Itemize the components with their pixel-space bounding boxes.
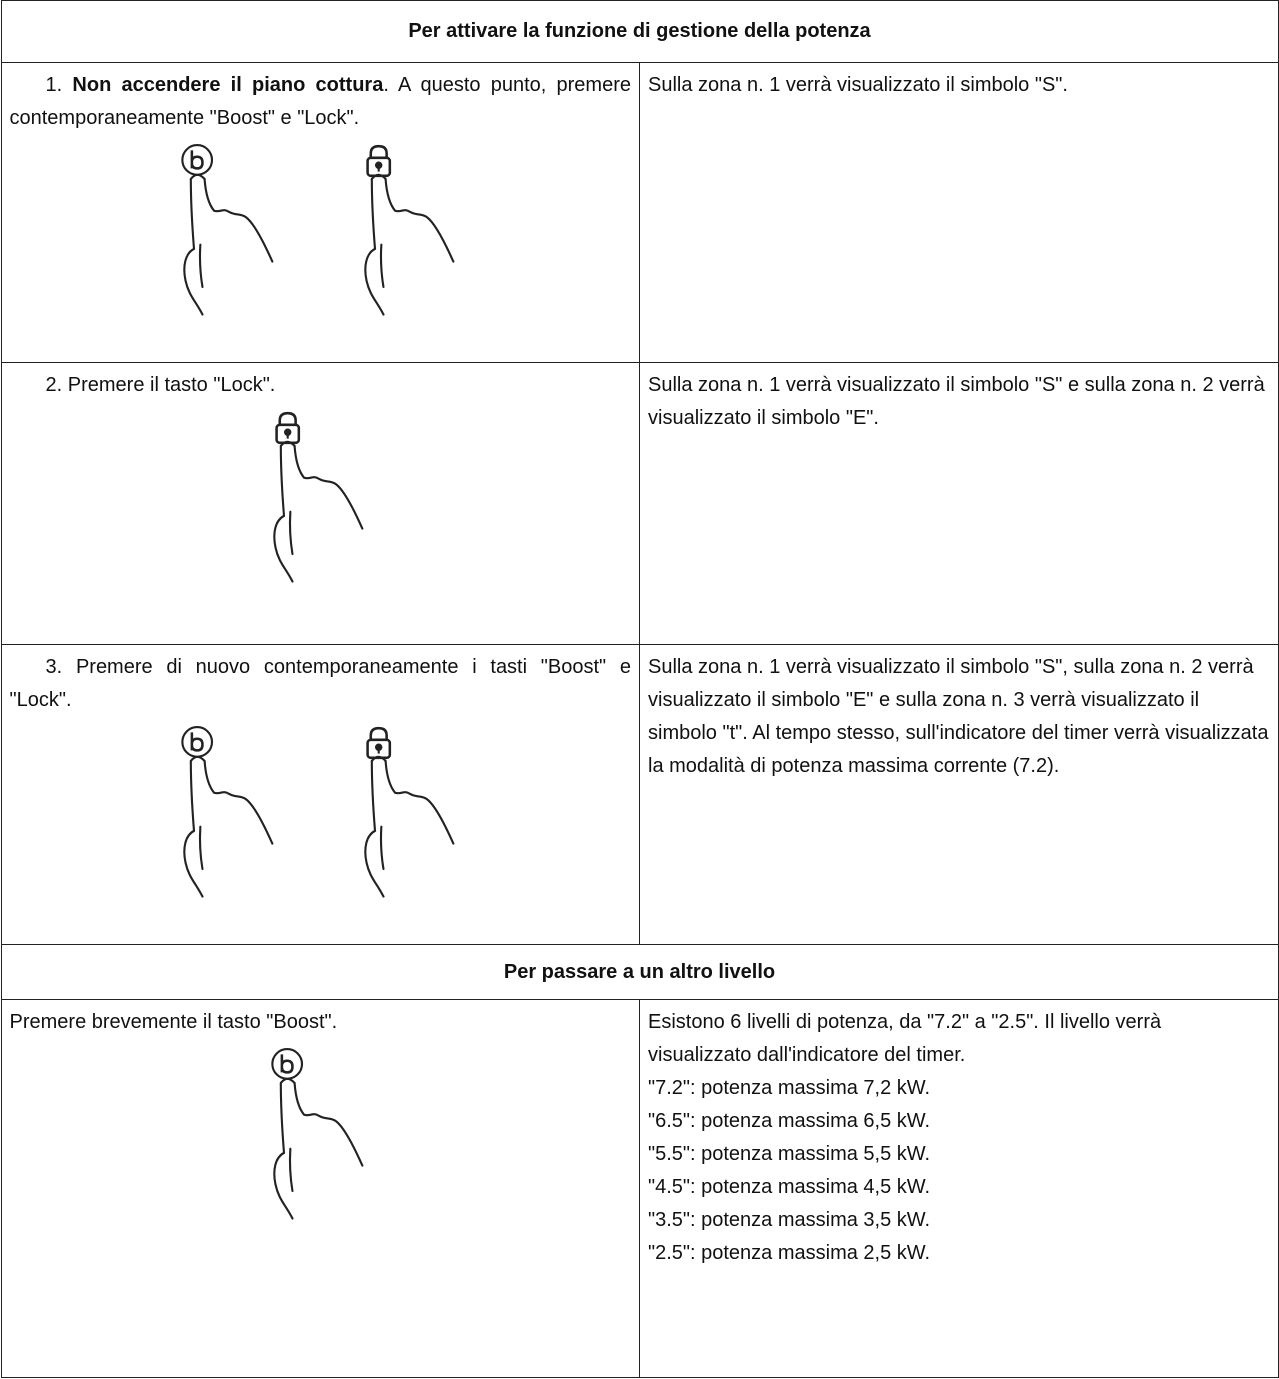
boost-hand-icon	[180, 725, 274, 898]
instruction-cell: Premere brevemente il tasto "Boost".	[0, 999, 640, 1378]
icons	[10, 143, 632, 323]
step-row: 1. Non accendere il piano cottura. A que…	[0, 62, 1279, 363]
result: Sulla zona n. 1 verrà visualizzato il si…	[648, 74, 1068, 96]
level-item: "5.5": potenza massima 5,5 kW.	[648, 1143, 931, 1165]
emphasis: Non accendere il piano cottura	[72, 74, 384, 96]
lock-hand-icon	[364, 144, 455, 316]
instruction-text: Premere di nuovo contemporaneamente i ta…	[9, 656, 632, 711]
level-item: "4.5": potenza massima 4,5 kW.	[648, 1176, 931, 1198]
boost-hand-icon	[271, 1047, 364, 1220]
step-number: 3.	[45, 656, 63, 678]
icons	[10, 410, 632, 590]
section-heading: Per attivare la funzione di gestione del…	[0, 0, 1279, 63]
instruction-cell: 3. Premere di nuovo contemporaneamente i…	[0, 644, 640, 945]
boost-hand-icon	[180, 143, 274, 316]
instruction-cell: 2. Premere il tasto "Lock".	[0, 362, 640, 645]
instruction-text: Premere il tasto "Lock".	[67, 374, 276, 396]
result: Sulla zona n. 1 verrà visualizzato il si…	[648, 374, 1265, 429]
result-cell: Sulla zona n. 1 verrà visualizzato il si…	[639, 644, 1279, 945]
level-item: "7.2": potenza massima 7,2 kW.	[648, 1077, 931, 1099]
step-row: 2. Premere il tasto "Lock". Sulla zona n…	[0, 362, 1279, 645]
instruction: 1. Non accendere il piano cottura. A que…	[10, 69, 632, 135]
icons	[10, 1047, 632, 1227]
step-row: Premere brevemente il tasto "Boost". Esi…	[0, 999, 1279, 1378]
instruction: 3. Premere di nuovo contemporaneamente i…	[10, 651, 632, 717]
level-item: "2.5": potenza massima 2,5 kW.	[648, 1242, 931, 1264]
icons	[10, 725, 632, 905]
lock-hand-icon	[364, 726, 455, 898]
instruction: Premere brevemente il tasto "Boost".	[9, 1011, 338, 1033]
section-heading: Per passare a un altro livello	[0, 944, 1279, 1000]
instruction-cell: 1. Non accendere il piano cottura. A que…	[0, 62, 640, 363]
step-number: 1.	[45, 74, 63, 96]
instruction-text: . A questo punto, premere contemporaneam…	[9, 74, 632, 129]
step-row: 3. Premere di nuovo contemporaneamente i…	[0, 644, 1279, 945]
result-cell: Sulla zona n. 1 verrà visualizzato il si…	[639, 362, 1279, 645]
level-item: "3.5": potenza massima 3,5 kW.	[648, 1209, 931, 1231]
result-cell: Esistono 6 livelli di potenza, da "7.2" …	[639, 999, 1279, 1378]
section-heading-row: Per attivare la funzione di gestione del…	[0, 0, 1279, 63]
instruction: 2. Premere il tasto "Lock".	[10, 369, 632, 402]
section-heading-row: Per passare a un altro livello	[0, 944, 1279, 1000]
level-item: "6.5": potenza massima 6,5 kW.	[648, 1110, 931, 1132]
result-cell: Sulla zona n. 1 verrà visualizzato il si…	[639, 62, 1279, 363]
result: Sulla zona n. 1 verrà visualizzato il si…	[648, 656, 1269, 777]
lock-hand-icon	[273, 411, 364, 583]
result: Esistono 6 livelli di potenza, da "7.2" …	[648, 1011, 1162, 1066]
step-number: 2.	[45, 374, 63, 396]
